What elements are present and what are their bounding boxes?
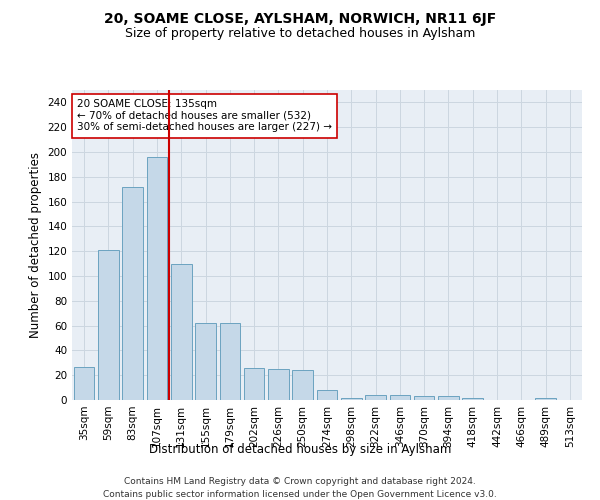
Bar: [438, 396, 459, 400]
Text: Contains HM Land Registry data © Crown copyright and database right 2024.: Contains HM Land Registry data © Crown c…: [124, 478, 476, 486]
Y-axis label: Number of detached properties: Number of detached properties: [29, 152, 42, 338]
Bar: [146, 157, 167, 400]
Bar: [341, 398, 362, 400]
Bar: [268, 369, 289, 400]
Bar: [74, 366, 94, 400]
Bar: [317, 390, 337, 400]
Text: Contains public sector information licensed under the Open Government Licence v3: Contains public sector information licen…: [103, 490, 497, 499]
Bar: [365, 395, 386, 400]
Text: Size of property relative to detached houses in Aylsham: Size of property relative to detached ho…: [125, 28, 475, 40]
Text: 20, SOAME CLOSE, AYLSHAM, NORWICH, NR11 6JF: 20, SOAME CLOSE, AYLSHAM, NORWICH, NR11 …: [104, 12, 496, 26]
Bar: [195, 323, 216, 400]
Bar: [463, 398, 483, 400]
Bar: [171, 264, 191, 400]
Bar: [414, 396, 434, 400]
Bar: [98, 250, 119, 400]
Text: 20 SOAME CLOSE: 135sqm
← 70% of detached houses are smaller (532)
30% of semi-de: 20 SOAME CLOSE: 135sqm ← 70% of detached…: [77, 100, 332, 132]
Text: Distribution of detached houses by size in Aylsham: Distribution of detached houses by size …: [149, 442, 451, 456]
Bar: [122, 186, 143, 400]
Bar: [389, 395, 410, 400]
Bar: [292, 370, 313, 400]
Bar: [220, 323, 240, 400]
Bar: [535, 398, 556, 400]
Bar: [244, 368, 265, 400]
